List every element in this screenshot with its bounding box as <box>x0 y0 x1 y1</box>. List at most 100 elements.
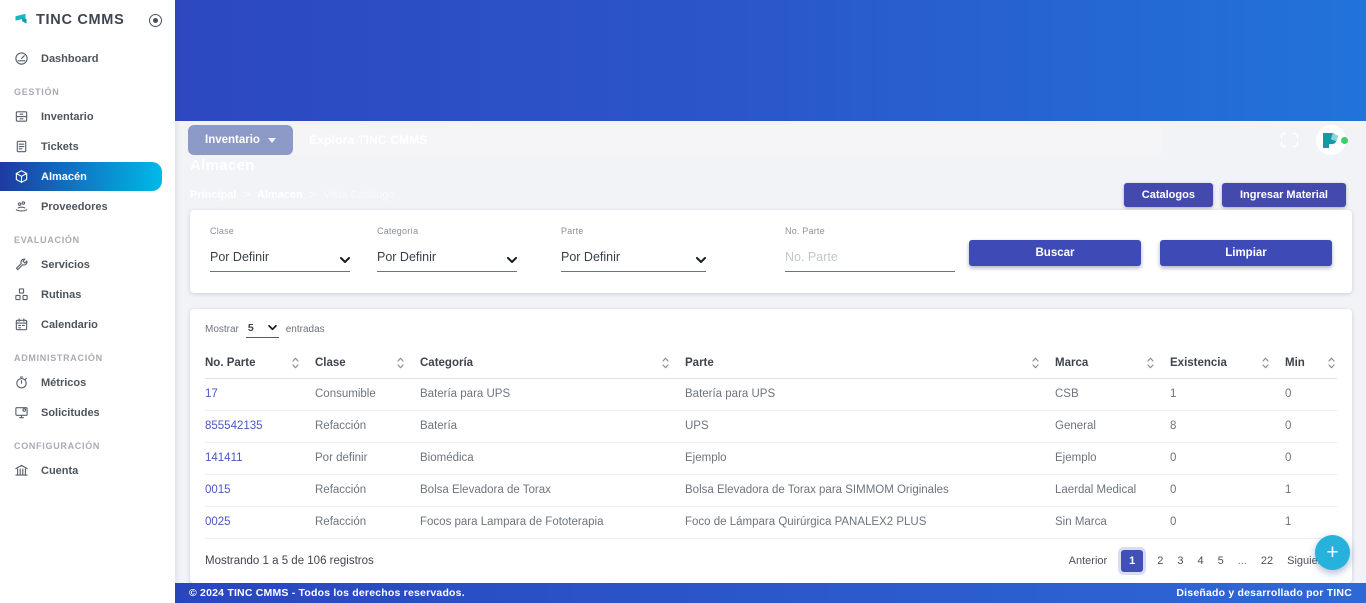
search-scope-dropdown[interactable]: Inventario <box>188 125 293 156</box>
user-avatar[interactable] <box>1316 125 1348 156</box>
filter-select-value: Por Definir <box>210 250 270 265</box>
show-prefix-label: Mostrar <box>205 324 239 336</box>
filter-field-label: Parte <box>561 226 584 237</box>
providers-hand-icon <box>14 199 30 214</box>
limpiar-button[interactable]: Limpiar <box>1160 240 1332 267</box>
part-number-link[interactable]: 0025 <box>205 506 315 539</box>
filter-input-placeholder: No. Parte <box>785 250 838 265</box>
sort-icon[interactable] <box>662 357 669 369</box>
inventory-icon <box>14 109 30 124</box>
table-row: 855542135 Refacción Batería UPS General 8 0 <box>205 410 1337 443</box>
filter-select-value: Por Definir <box>561 250 621 265</box>
filter-field-label: No. Parte <box>785 226 825 237</box>
column-header-parte[interactable]: Parte <box>685 347 1055 379</box>
search-input[interactable]: Explora TINC CMMS <box>308 133 428 148</box>
global-search-bar[interactable]: Inventario Explora TINC CMMS <box>188 125 1163 156</box>
routines-cubes-icon <box>14 287 30 302</box>
sidebar-item-solicitudes[interactable]: Solicitudes <box>0 398 175 427</box>
table-footer: Mostrando 1 a 5 de 106 registros Anterio… <box>205 539 1337 583</box>
sort-icon[interactable] <box>292 357 299 369</box>
filter-select[interactable]: Por Definir <box>377 236 517 273</box>
pagination-page-5[interactable]: 5 <box>1217 554 1224 567</box>
page-size-select[interactable]: 5 <box>245 322 279 338</box>
sidebar: TINC CMMS Dashboard GESTIÓN Inventario Tick… <box>0 0 175 603</box>
sidebar-item-cuenta[interactable]: Cuenta <box>0 456 175 485</box>
sidebar-item-servicios[interactable]: Servicios <box>0 250 175 279</box>
sidebar-item-calendario[interactable]: Calendario <box>0 310 175 339</box>
pagination-page-1[interactable]: 1 <box>1121 549 1144 572</box>
pagination-page-2[interactable]: 2 <box>1157 554 1164 567</box>
sidebar-item-label: Solicitudes <box>41 406 100 419</box>
credits-text: Diseñado y desarrollado por TINC <box>1176 586 1352 599</box>
part-number-link[interactable]: 141411 <box>205 442 315 475</box>
filter-select-value: Por Definir <box>377 250 437 265</box>
pagination-prev[interactable]: Anterior <box>1068 554 1108 567</box>
column-header-min[interactable]: Min <box>1285 347 1337 379</box>
sidebar-item-proveedores[interactable]: Proveedores <box>0 192 175 221</box>
sort-icon[interactable] <box>1147 357 1154 369</box>
sort-icon[interactable] <box>1262 357 1269 369</box>
sidebar-item-rutinas[interactable]: Rutinas <box>0 280 175 309</box>
table-body: 17 Consumible Batería para UPS Batería para… <box>205 378 1337 539</box>
sidebar-item-label: Rutinas <box>41 288 82 301</box>
header-background <box>175 0 1366 122</box>
filter-field-label: Categoría <box>377 226 419 237</box>
column-header-label: Marca <box>1055 356 1089 369</box>
sidebar-item-tickets[interactable]: Tickets <box>0 132 175 161</box>
page-size-control: Mostrar 5 entradas <box>205 322 1337 338</box>
sidebar-item-label: Servicios <box>41 258 90 271</box>
sidebar-item-label: Calendario <box>41 318 98 331</box>
column-header-label: Categoría <box>420 356 474 369</box>
sidebar-toggle[interactable] <box>149 13 162 27</box>
pagination-page-4[interactable]: 4 <box>1197 554 1204 567</box>
sort-icon[interactable] <box>397 357 404 369</box>
fullscreen-icon[interactable] <box>1280 132 1299 148</box>
column-header-label: Parte <box>685 356 714 369</box>
table-cell: Sin Marca <box>1055 506 1170 539</box>
sort-icon[interactable] <box>1328 357 1335 369</box>
pagination-page-22[interactable]: 22 <box>1260 554 1274 567</box>
part-number-link[interactable]: 17 <box>205 378 315 411</box>
column-header-label: Clase <box>315 356 346 369</box>
add-fab-button[interactable]: + <box>1315 535 1350 570</box>
filter-input[interactable]: No. Parte <box>785 236 955 273</box>
calendar-icon <box>14 317 30 332</box>
services-wrench-icon <box>14 257 30 272</box>
column-header-existencia[interactable]: Existencia <box>1170 347 1285 379</box>
table-cell: Refacción <box>315 410 420 443</box>
breadcrumb-item[interactable]: Almacen <box>256 189 303 202</box>
table-cell: CSB <box>1055 378 1170 411</box>
filter-select[interactable]: Por Definir <box>561 236 706 273</box>
filter-field-parte: Parte Por Definir <box>561 226 706 293</box>
ingresar-material-button[interactable]: Ingresar Material <box>1221 183 1346 208</box>
part-number-link[interactable]: 855542135 <box>205 410 315 443</box>
table-cell: Batería <box>420 410 685 443</box>
table-cell: Ejemplo <box>685 442 1055 475</box>
catalogos-button[interactable]: Catalogos <box>1123 183 1213 208</box>
column-header-marca[interactable]: Marca <box>1055 347 1170 379</box>
sidebar-item-almacen[interactable]: Almacén <box>0 162 162 191</box>
breadcrumb-item[interactable]: Principal <box>190 189 237 202</box>
sidebar-item-label: Inventario <box>41 110 94 123</box>
part-number-link[interactable]: 0015 <box>205 474 315 507</box>
copyright-text: © 2024 TINC CMMS - Todos los derechos re… <box>189 586 465 599</box>
sidebar-item-label: Dashboard <box>41 52 99 65</box>
dashboard-icon <box>14 51 30 66</box>
sidebar-item-inventario[interactable]: Inventario <box>0 102 175 131</box>
column-header-categor-a[interactable]: Categoría <box>420 347 685 379</box>
sidebar-section-label: EVALUACIÓN <box>14 235 80 245</box>
filter-select[interactable]: Por Definir <box>210 236 350 273</box>
chevron-down-icon <box>267 137 276 143</box>
column-header-no-parte[interactable]: No. Parte <box>205 347 315 379</box>
sidebar-item-dashboard[interactable]: Dashboard <box>0 44 175 73</box>
sort-icon[interactable] <box>1032 357 1039 369</box>
column-header-label: No. Parte <box>205 356 256 369</box>
catalog-table-card: Mostrar 5 entradas No. Parte Clase Categor… <box>190 308 1352 583</box>
sidebar-item-metricos[interactable]: Métricos <box>0 368 175 397</box>
column-header-clase[interactable]: Clase <box>315 347 420 379</box>
pagination-page-3[interactable]: 3 <box>1177 554 1184 567</box>
breadcrumb: Principal > Almacen > Vista Catálogo <box>190 189 395 201</box>
buscar-button[interactable]: Buscar <box>969 240 1141 267</box>
table-cell: Batería para UPS <box>685 378 1055 411</box>
table-cell: Focos para Lampara de Fototerapia <box>420 506 685 539</box>
